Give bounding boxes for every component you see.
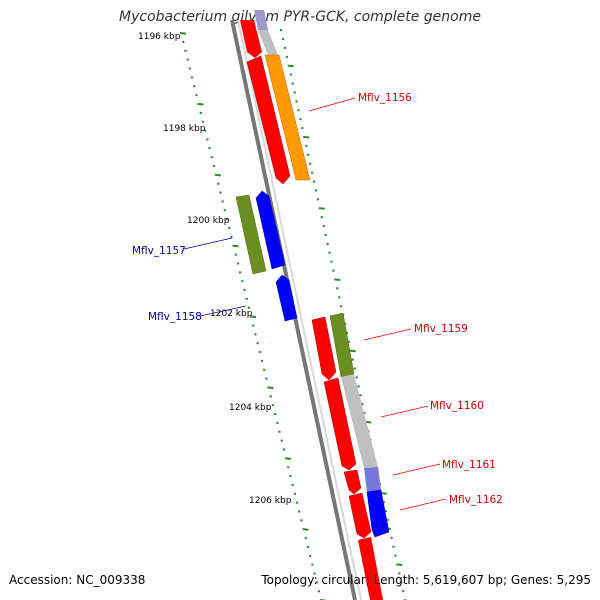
major-tick: [214, 173, 222, 177]
major-tick: [303, 135, 310, 139]
leader-mflv-1161: [392, 463, 441, 476]
gene-red-1161[interactable]: [343, 469, 362, 495]
backbone-light: [237, 19, 362, 600]
kbp-label-1200: 1200 kbp: [187, 216, 230, 226]
gene-label-mflv-1156[interactable]: Mflv_1156: [358, 92, 412, 104]
kbp-label-1196: 1196 kbp: [138, 32, 181, 42]
major-tick: [249, 315, 257, 319]
gene-mflv-1157[interactable]: [255, 190, 286, 270]
kbp-label-1204: 1204 kbp: [229, 403, 272, 413]
left-tick-track: [179, 32, 327, 600]
leader-mflv-1159: [363, 328, 412, 341]
gene-label-mflv-1159[interactable]: Mflv_1159: [414, 323, 468, 335]
gene-red-top[interactable]: [240, 20, 262, 58]
gene-label-mflv-1157[interactable]: Mflv_1157: [132, 245, 186, 257]
gene-mflv-1161[interactable]: [364, 467, 381, 492]
major-tick: [334, 278, 341, 281]
gene-mflv-1156[interactable]: [264, 54, 311, 181]
leader-mflv-1160: [380, 405, 429, 418]
gene-label-mflv-1161[interactable]: Mflv_1161: [442, 459, 496, 471]
gene-mflv-1162[interactable]: [366, 489, 390, 538]
gene-red-1156-pair[interactable]: [246, 55, 291, 185]
major-tick: [232, 244, 239, 248]
kbp-label-1198: 1198 kbp: [163, 124, 206, 134]
major-tick: [349, 349, 356, 353]
kbp-label-1206: 1206 kbp: [249, 496, 292, 506]
accession-text: Accession: NC_009338: [9, 573, 146, 587]
gene-top-gray-2[interactable]: [254, 10, 268, 30]
leader-mflv-1156: [308, 97, 356, 112]
gene-top-gray[interactable]: [258, 30, 278, 55]
gene-mflv-1158[interactable]: [275, 274, 298, 322]
gene-mflv-1157-olive[interactable]: [235, 194, 267, 275]
kbp-label-1202: 1202 kbp: [210, 309, 253, 319]
leader-mflv-1157: [183, 237, 233, 250]
major-tick: [284, 457, 292, 460]
gene-red-bottom[interactable]: [358, 537, 383, 600]
gene-red-1159[interactable]: [311, 316, 337, 381]
major-tick: [318, 207, 325, 210]
leader-mflv-1162: [399, 498, 447, 511]
right-tick-track: [279, 29, 407, 600]
gene-label-mflv-1158[interactable]: Mflv_1158: [148, 311, 202, 323]
gene-label-mflv-1162[interactable]: Mflv_1162: [449, 494, 503, 506]
major-tick: [267, 386, 274, 389]
genome-title: Mycobacterium gilvum PYR-GCK, complete g…: [119, 9, 481, 25]
leader-mflv-1158: [199, 305, 247, 317]
major-tick: [197, 102, 204, 106]
major-tick: [396, 563, 403, 566]
gene-red-1162[interactable]: [348, 492, 372, 539]
gene-label-mflv-1160[interactable]: Mflv_1160: [430, 400, 484, 412]
major-tick: [179, 32, 187, 35]
major-tick: [287, 64, 294, 68]
topology-stats: Topology: circular; Length: 5,619,607 bp…: [261, 573, 591, 587]
gene-mflv-1160[interactable]: [341, 374, 378, 468]
gene-red-1160[interactable]: [323, 377, 357, 471]
major-tick: [302, 528, 309, 531]
